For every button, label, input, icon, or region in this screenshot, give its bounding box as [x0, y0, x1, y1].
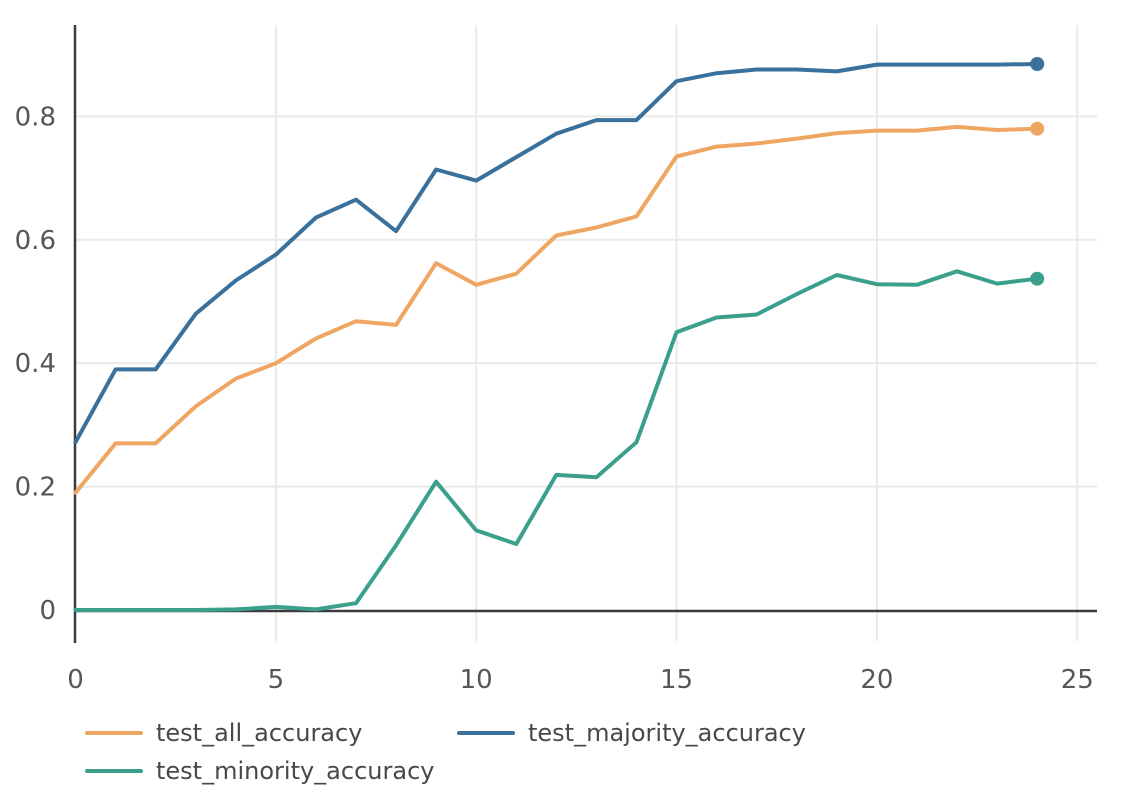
x-tick-label: 10: [460, 665, 493, 695]
series-end-marker-test_majority_accuracy: [1030, 57, 1045, 71]
y-tick-label: 0.4: [15, 349, 56, 379]
gridlines: [74, 25, 1097, 641]
y-tick-label: 0.8: [15, 102, 56, 132]
series-line-test_all_accuracy: [73, 124, 1040, 495]
x-tick-label: 0: [67, 665, 84, 695]
x-tick-label: 5: [268, 665, 285, 695]
legend-item-test-majority-accuracy[interactable]: test_majority_accuracy: [457, 718, 806, 748]
series-line-test_majority_accuracy: [73, 62, 1040, 445]
legend-item-test-minority-accuracy[interactable]: test_minority_accuracy: [85, 756, 434, 786]
series-line-test_minority_accuracy: [73, 269, 1040, 612]
legend-item-test-all-accuracy[interactable]: test_all_accuracy: [85, 718, 362, 748]
legend-swatch-test-all-accuracy: [85, 731, 143, 735]
legend-swatch-test-majority-accuracy: [457, 731, 515, 735]
y-tick-label: 0.2: [15, 473, 56, 503]
y-tick-label: 0.6: [15, 226, 56, 256]
legend-swatch-test-minority-accuracy: [85, 769, 143, 773]
series-end-marker-test_minority_accuracy: [1030, 271, 1045, 286]
x-tick-label: 15: [660, 665, 693, 695]
legend-label-test-majority-accuracy: test_majority_accuracy: [528, 719, 806, 747]
y-tick-label: 0: [39, 596, 56, 626]
series-end-marker-test_all_accuracy: [1030, 121, 1045, 136]
x-tick-label: 20: [860, 665, 893, 695]
legend-label-test-minority-accuracy: test_minority_accuracy: [156, 757, 435, 785]
legend-label-test-all-accuracy: test_all_accuracy: [156, 719, 363, 747]
x-tick-label: 25: [1061, 665, 1094, 695]
plot-area: 0 5 10 15 20 25 0 0.2 0.4 0.6 0.8: [15, 25, 1097, 695]
